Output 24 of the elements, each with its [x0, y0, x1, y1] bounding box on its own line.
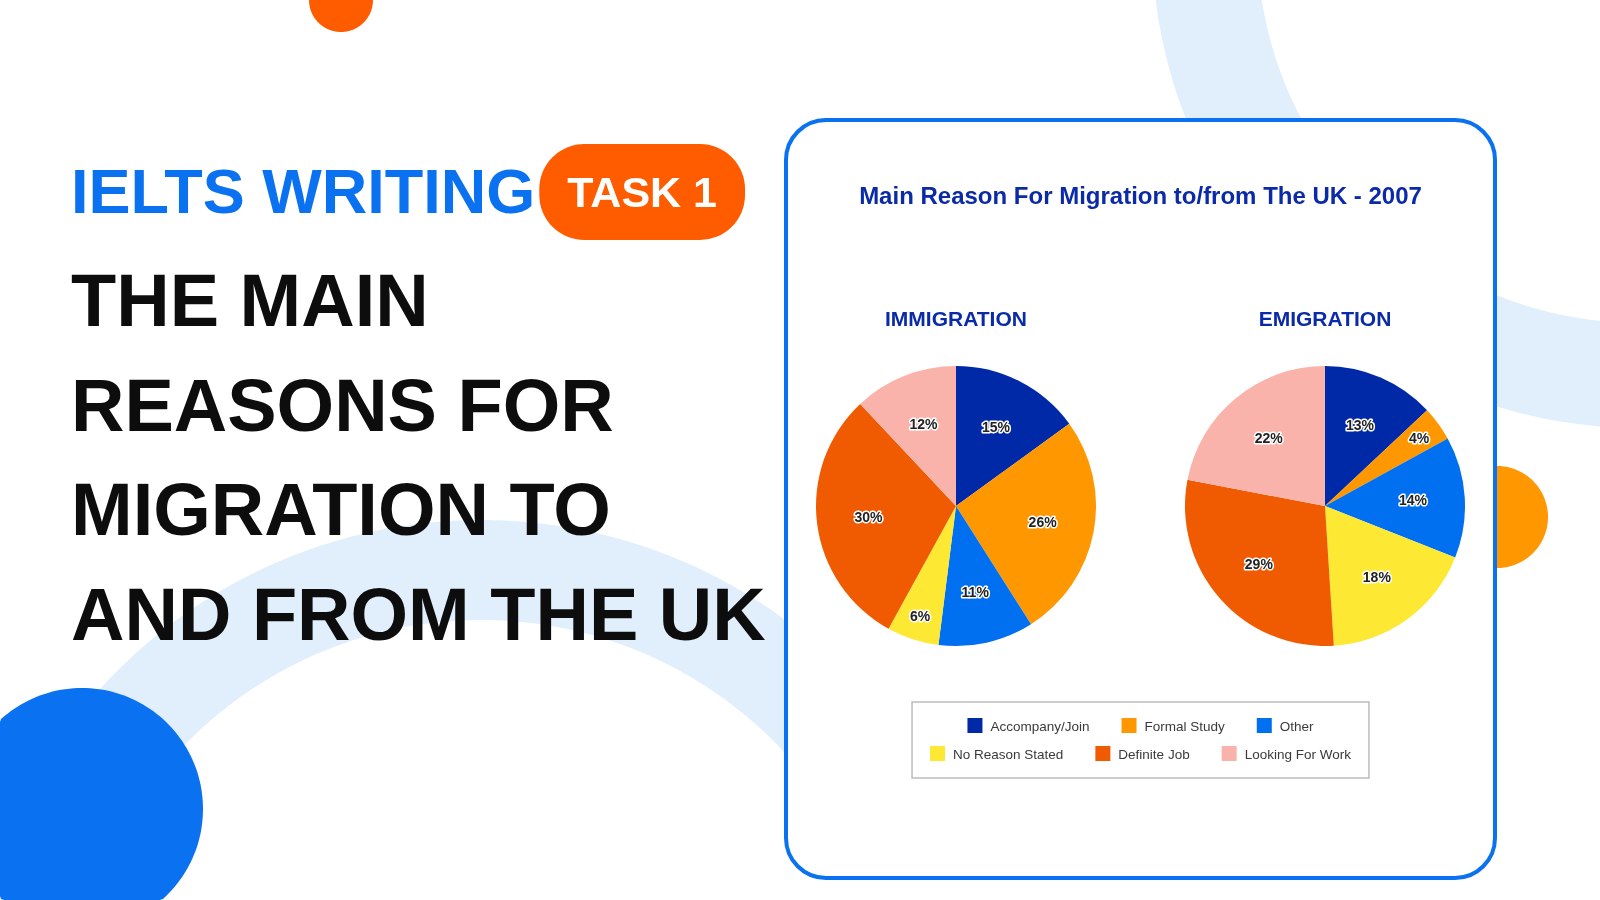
data-label: 26%	[1028, 514, 1058, 531]
data-label: 4%	[1408, 429, 1430, 446]
chart-title: Main Reason For Migration to/from The UK - 2007	[859, 182, 1422, 209]
legend-label: Looking For Work	[1244, 747, 1352, 762]
legend-label: Formal Study	[1144, 719, 1226, 734]
text: TASK 1	[567, 168, 718, 216]
legend-label: No Reason Stated	[953, 747, 1064, 762]
data-label: 29%	[1244, 556, 1274, 573]
data-label: 13%	[1346, 416, 1375, 433]
legend-label: Accompany/Join	[990, 719, 1090, 734]
data-label: 15%	[982, 419, 1011, 436]
text: IELTS WRITING	[71, 156, 536, 226]
data-label: 22%	[1254, 429, 1284, 446]
data-label: 14%	[1399, 492, 1428, 509]
data-label: 12%	[909, 415, 939, 432]
data-label: 11%	[961, 583, 990, 600]
legend-label: Other	[1279, 719, 1315, 734]
data-label: 18%	[1362, 569, 1392, 586]
slice-label: EMIGRATION	[1258, 307, 1392, 330]
data-label: 30%	[854, 508, 884, 525]
slice-label: IMMIGRATION	[885, 307, 1027, 330]
legend-label: Definite Job	[1118, 747, 1190, 762]
data-label: 6%	[909, 608, 931, 625]
text: THE MAIN REASONS FOR MIGRATION TO AND FROM THE UK	[71, 259, 766, 656]
